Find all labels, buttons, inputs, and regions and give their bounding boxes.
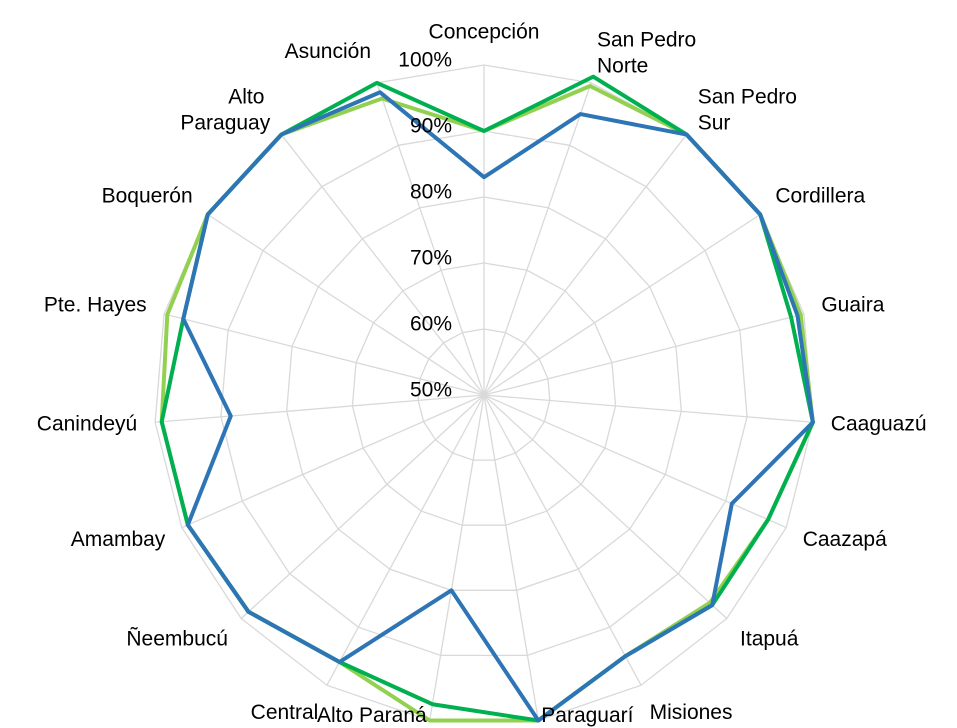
series-lines (159, 74, 815, 723)
category-label: San Pedro Sur (698, 85, 803, 134)
category-label: Itapuá (740, 628, 799, 651)
spoke (483, 313, 805, 396)
category-label: Pte. Hayes (44, 294, 147, 317)
category-label: San Pedro Norte (597, 28, 702, 77)
spoke (483, 394, 728, 619)
spoke (163, 313, 485, 396)
category-label: Alto Paraná (317, 704, 427, 727)
tick-label: 90% (410, 115, 452, 138)
category-label: Alto Paraguay (180, 85, 270, 134)
spoke (240, 394, 485, 619)
grid-ring (286, 196, 682, 591)
spoke (483, 394, 813, 423)
tick-label: 80% (410, 181, 452, 204)
grid-ring (351, 262, 617, 526)
category-label: Amambay (71, 528, 166, 551)
series-line (159, 84, 815, 723)
spoke (429, 394, 485, 721)
category-label: Concepción (429, 21, 540, 44)
category-label: Asunción (285, 40, 371, 63)
tick-label: 70% (410, 247, 452, 270)
grid-ring (417, 328, 551, 461)
tick-label: 100% (398, 49, 452, 72)
spoke (376, 82, 485, 396)
category-label: Misiones (650, 701, 733, 724)
series-line (181, 90, 815, 723)
spoke (155, 394, 485, 423)
spoke (207, 213, 485, 396)
category-label: Cordillera (775, 185, 865, 208)
category-label: Paraguarí (541, 704, 633, 727)
labels: 50% 60% 70% 80% 90% 100% Concepción San Pedro N… (37, 21, 927, 727)
spoke (483, 213, 761, 396)
category-label: Central (251, 701, 319, 724)
category-label: Caaguazú (831, 412, 927, 435)
spoke (280, 134, 485, 396)
category-label: Boquerón (102, 185, 193, 208)
spoke (483, 394, 787, 529)
grid-ring (220, 130, 748, 657)
category-label: Canindeyú (37, 412, 137, 435)
spoke (483, 394, 642, 686)
category-label: Guaira (821, 294, 884, 317)
category-label: Caazapá (803, 528, 887, 551)
spoke (483, 82, 592, 396)
spoke (181, 394, 485, 529)
spoke (483, 394, 539, 721)
spoke (326, 394, 485, 686)
tick-label: 50% (410, 379, 452, 402)
category-label: Ñeembucú (126, 627, 228, 651)
spoke (483, 134, 688, 396)
tick-label: 60% (410, 313, 452, 336)
